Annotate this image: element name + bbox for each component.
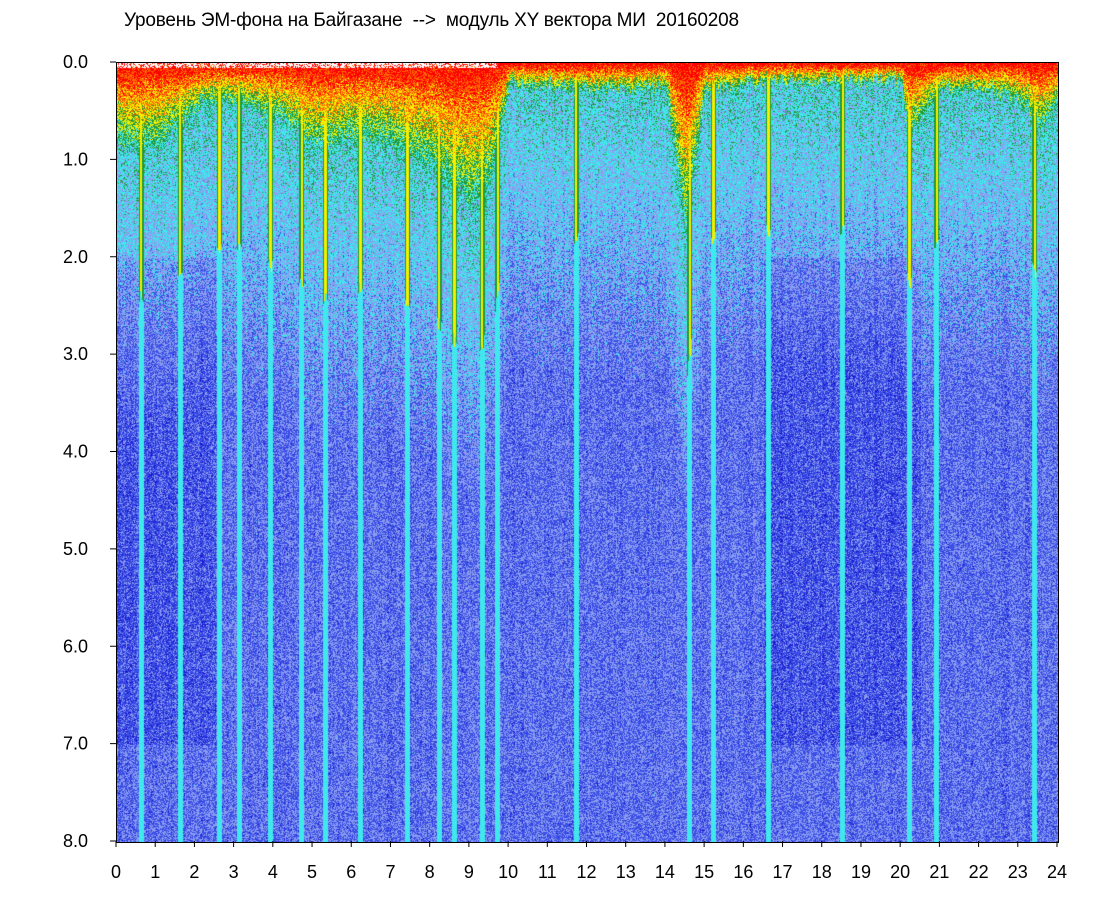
x-tick-label: 6 [346, 862, 356, 882]
y-tick-label: 3.0 [63, 344, 88, 364]
plot-area [116, 62, 1059, 843]
x-tick-label: 10 [498, 862, 518, 882]
heatmap-cells [117, 63, 1058, 842]
x-tick-label: 11 [538, 862, 557, 882]
x-tick-label: 24 [1047, 862, 1067, 882]
y-tick-label: 6.0 [63, 636, 88, 656]
y-tick-label: 0.0 [63, 52, 88, 72]
x-tick-label: 19 [851, 862, 871, 882]
y-axis: 0.0 1.0 2.0 3.0 4.0 5.0 6.0 7.0 8.0 [63, 52, 116, 851]
x-tick-label: 20 [890, 862, 910, 882]
y-tick-label: 7.0 [63, 734, 88, 754]
x-tick-label: 2 [189, 862, 199, 882]
x-axis: 0 1 2 3 4 5 6 7 8 9 10 11 12 13 14 15 16 17 18 19 20 21 22 23 24 [111, 841, 1067, 882]
x-tick-label: 13 [616, 862, 636, 882]
x-tick-label: 14 [655, 862, 675, 882]
x-tick-label: 5 [307, 862, 317, 882]
x-tick-label: 16 [733, 862, 753, 882]
x-tick-label: 17 [773, 862, 793, 882]
x-tick-label: 3 [229, 862, 239, 882]
x-tick-label: 7 [385, 862, 395, 882]
x-tick-label: 21 [929, 862, 949, 882]
x-tick-label: 23 [1008, 862, 1028, 882]
y-tick-label: 4.0 [63, 442, 88, 462]
chart-title: Уровень ЭМ-фона на Байгазане --> модуль … [124, 10, 739, 31]
x-tick-label: 1 [150, 862, 160, 882]
x-tick-label: 4 [268, 862, 278, 882]
x-tick-label: 18 [812, 862, 832, 882]
x-tick-label: 22 [969, 862, 989, 882]
y-tick-label: 2.0 [63, 247, 88, 267]
x-tick-label: 0 [111, 862, 121, 882]
y-tick-label: 8.0 [63, 831, 88, 851]
x-tick-label: 12 [576, 862, 596, 882]
y-tick-label: 1.0 [63, 149, 88, 169]
y-tick-label: 5.0 [63, 539, 88, 559]
x-tick-label: 15 [694, 862, 714, 882]
x-tick-label: 9 [464, 862, 474, 882]
x-tick-label: 8 [425, 862, 435, 882]
